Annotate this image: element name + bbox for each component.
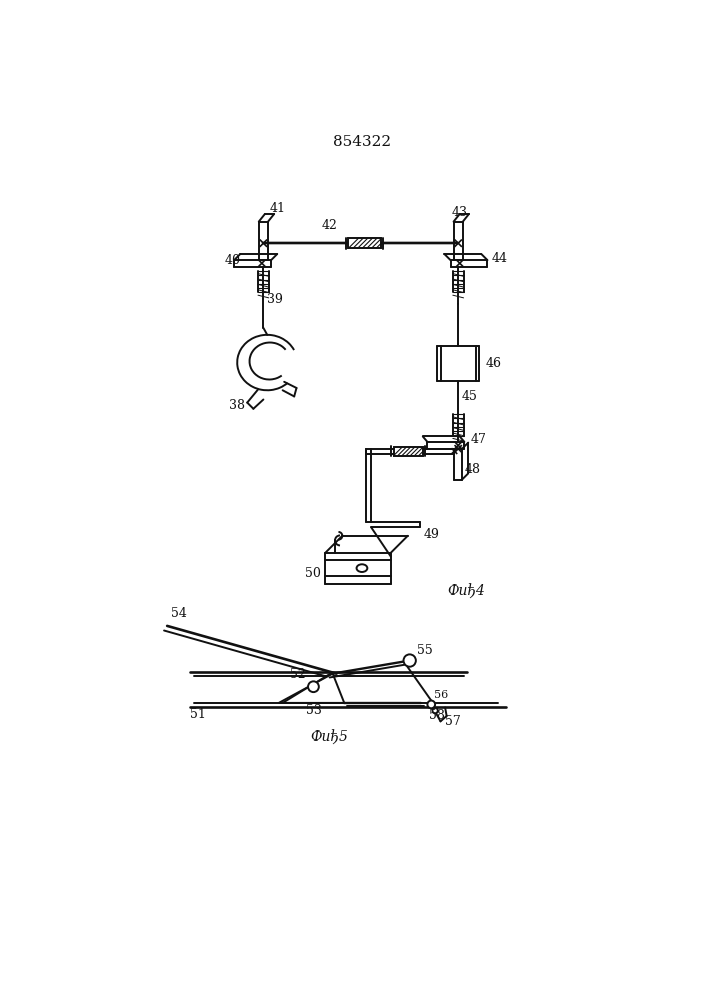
Text: 854322: 854322 — [333, 135, 391, 149]
Text: 54: 54 — [171, 607, 187, 620]
Text: Фиђ4: Фиђ4 — [447, 584, 485, 599]
Text: Фиђ5: Фиђ5 — [310, 730, 348, 745]
Bar — [394, 447, 423, 456]
Text: 46: 46 — [486, 357, 501, 370]
Text: 56: 56 — [433, 690, 448, 700]
Text: 50: 50 — [305, 567, 320, 580]
Text: 55: 55 — [417, 644, 433, 657]
Text: 43: 43 — [452, 206, 468, 219]
Polygon shape — [279, 674, 344, 703]
Text: 39: 39 — [267, 293, 283, 306]
Text: 52: 52 — [291, 668, 306, 681]
Bar — [349, 238, 381, 248]
Circle shape — [433, 708, 438, 713]
Text: 57: 57 — [445, 715, 461, 728]
Text: 49: 49 — [423, 528, 440, 541]
Text: 58: 58 — [429, 709, 445, 722]
Text: 47: 47 — [471, 433, 486, 446]
Text: 41: 41 — [269, 202, 286, 215]
Circle shape — [308, 681, 319, 692]
Text: 51: 51 — [190, 708, 206, 721]
Text: 53: 53 — [305, 704, 322, 717]
Text: 40: 40 — [225, 254, 241, 267]
Text: 45: 45 — [462, 390, 478, 403]
Ellipse shape — [356, 564, 368, 572]
Text: 42: 42 — [321, 219, 337, 232]
Text: 48: 48 — [464, 463, 480, 476]
Text: 44: 44 — [491, 252, 508, 265]
Circle shape — [428, 701, 435, 708]
Text: 38: 38 — [229, 399, 245, 412]
Circle shape — [404, 654, 416, 667]
